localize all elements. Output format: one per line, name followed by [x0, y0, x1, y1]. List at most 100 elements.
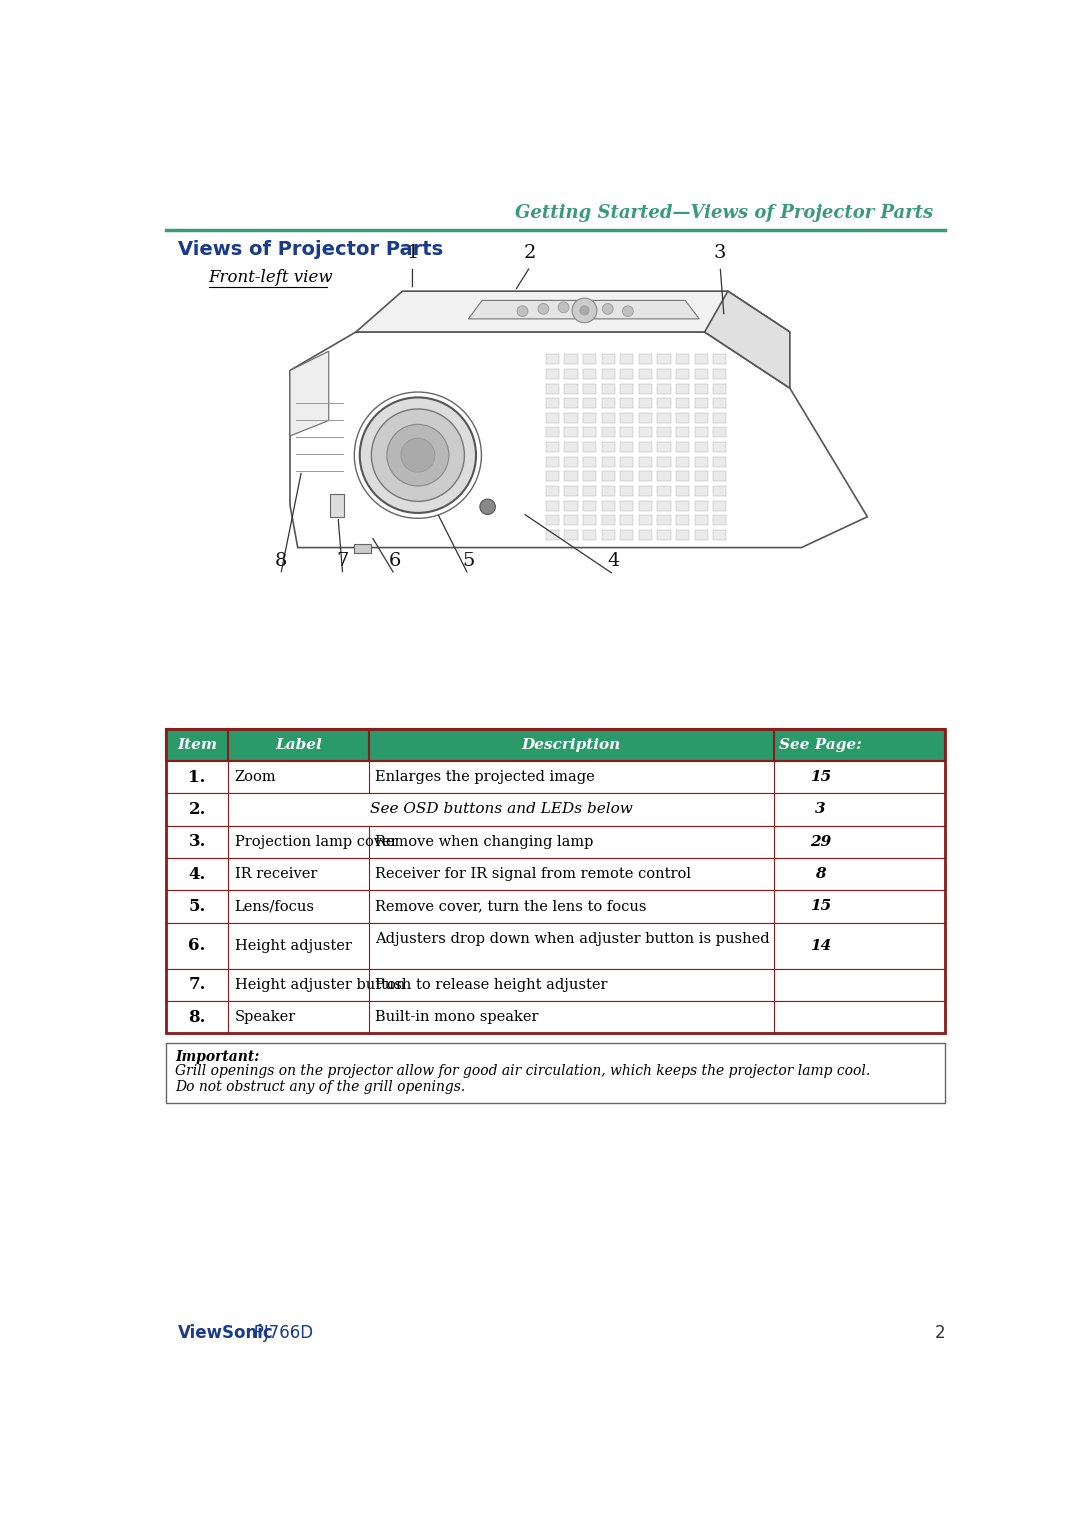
Text: 3.: 3. — [188, 833, 206, 850]
Bar — [620, 457, 633, 466]
Text: Item: Item — [177, 738, 217, 752]
Text: 2: 2 — [524, 244, 537, 261]
Bar — [638, 399, 652, 408]
Text: Enlarges the projected image: Enlarges the projected image — [375, 770, 594, 784]
Text: Height adjuster: Height adjuster — [234, 938, 351, 952]
Bar — [638, 486, 652, 497]
Bar — [545, 442, 559, 452]
Bar — [545, 368, 559, 379]
Bar — [602, 515, 615, 526]
Bar — [658, 354, 671, 364]
Bar — [620, 413, 633, 423]
Bar — [565, 354, 578, 364]
Text: 8.: 8. — [188, 1008, 206, 1025]
Bar — [166, 857, 945, 891]
Bar — [713, 515, 727, 526]
Polygon shape — [356, 292, 789, 332]
Bar — [565, 515, 578, 526]
Bar — [658, 428, 671, 437]
Polygon shape — [469, 301, 699, 319]
Bar — [694, 384, 707, 394]
Bar — [583, 413, 596, 423]
Bar — [166, 891, 945, 923]
Circle shape — [572, 298, 597, 322]
Bar — [713, 530, 727, 539]
Bar — [658, 457, 671, 466]
Bar — [583, 530, 596, 539]
Bar — [620, 515, 633, 526]
Bar — [620, 428, 633, 437]
Bar — [620, 442, 633, 452]
Text: 1: 1 — [406, 244, 419, 261]
Bar — [694, 413, 707, 423]
Bar — [638, 515, 652, 526]
Bar — [602, 354, 615, 364]
Bar — [658, 515, 671, 526]
Bar — [602, 413, 615, 423]
Polygon shape — [291, 332, 867, 547]
Bar — [583, 486, 596, 497]
Text: 5.: 5. — [189, 898, 206, 915]
Bar — [565, 428, 578, 437]
Bar — [583, 368, 596, 379]
Bar — [713, 428, 727, 437]
Bar — [676, 486, 689, 497]
Circle shape — [622, 306, 633, 316]
Text: Projection lamp cover: Projection lamp cover — [234, 834, 397, 848]
Bar — [658, 368, 671, 379]
Bar — [638, 368, 652, 379]
Bar — [166, 761, 945, 793]
Bar — [545, 428, 559, 437]
Text: 1.: 1. — [189, 769, 206, 785]
Bar — [713, 399, 727, 408]
Bar — [166, 969, 945, 1001]
Bar — [676, 530, 689, 539]
Bar — [694, 368, 707, 379]
Bar — [713, 457, 727, 466]
Circle shape — [372, 410, 464, 501]
Bar — [638, 354, 652, 364]
Text: See Page:: See Page: — [779, 738, 862, 752]
Bar — [565, 368, 578, 379]
Text: Do not obstruct any of the grill openings.: Do not obstruct any of the grill opening… — [175, 1080, 465, 1094]
Bar — [713, 501, 727, 510]
Bar — [694, 354, 707, 364]
Bar — [658, 471, 671, 481]
Text: Speaker: Speaker — [234, 1010, 296, 1024]
Bar — [676, 501, 689, 510]
Bar — [713, 368, 727, 379]
Text: Front-left view: Front-left view — [208, 269, 334, 286]
Bar — [676, 413, 689, 423]
Bar — [602, 399, 615, 408]
Bar — [565, 384, 578, 394]
Bar — [565, 486, 578, 497]
Bar — [694, 486, 707, 497]
Bar — [694, 471, 707, 481]
Bar — [602, 428, 615, 437]
Bar — [545, 399, 559, 408]
Text: 8: 8 — [274, 552, 287, 570]
Text: Getting Started—Views of Projector Parts: Getting Started—Views of Projector Parts — [515, 203, 933, 222]
Bar — [620, 471, 633, 481]
Text: See OSD buttons and LEDs below: See OSD buttons and LEDs below — [369, 802, 632, 816]
Bar — [658, 486, 671, 497]
Text: 5: 5 — [462, 552, 474, 570]
Text: Grill openings on the projector allow for good air circulation, which keeps the : Grill openings on the projector allow fo… — [175, 1063, 870, 1079]
Polygon shape — [291, 351, 328, 435]
Circle shape — [360, 397, 476, 513]
Bar — [658, 413, 671, 423]
Bar — [694, 442, 707, 452]
Bar — [565, 413, 578, 423]
Bar — [583, 515, 596, 526]
Text: 2.: 2. — [188, 801, 206, 817]
Text: Important:: Important: — [175, 1050, 259, 1065]
Bar — [658, 442, 671, 452]
Bar — [545, 530, 559, 539]
Bar — [545, 471, 559, 481]
Bar — [166, 729, 945, 1033]
Bar — [565, 471, 578, 481]
Circle shape — [480, 500, 496, 515]
Bar — [583, 471, 596, 481]
Bar — [713, 354, 727, 364]
Bar — [694, 515, 707, 526]
